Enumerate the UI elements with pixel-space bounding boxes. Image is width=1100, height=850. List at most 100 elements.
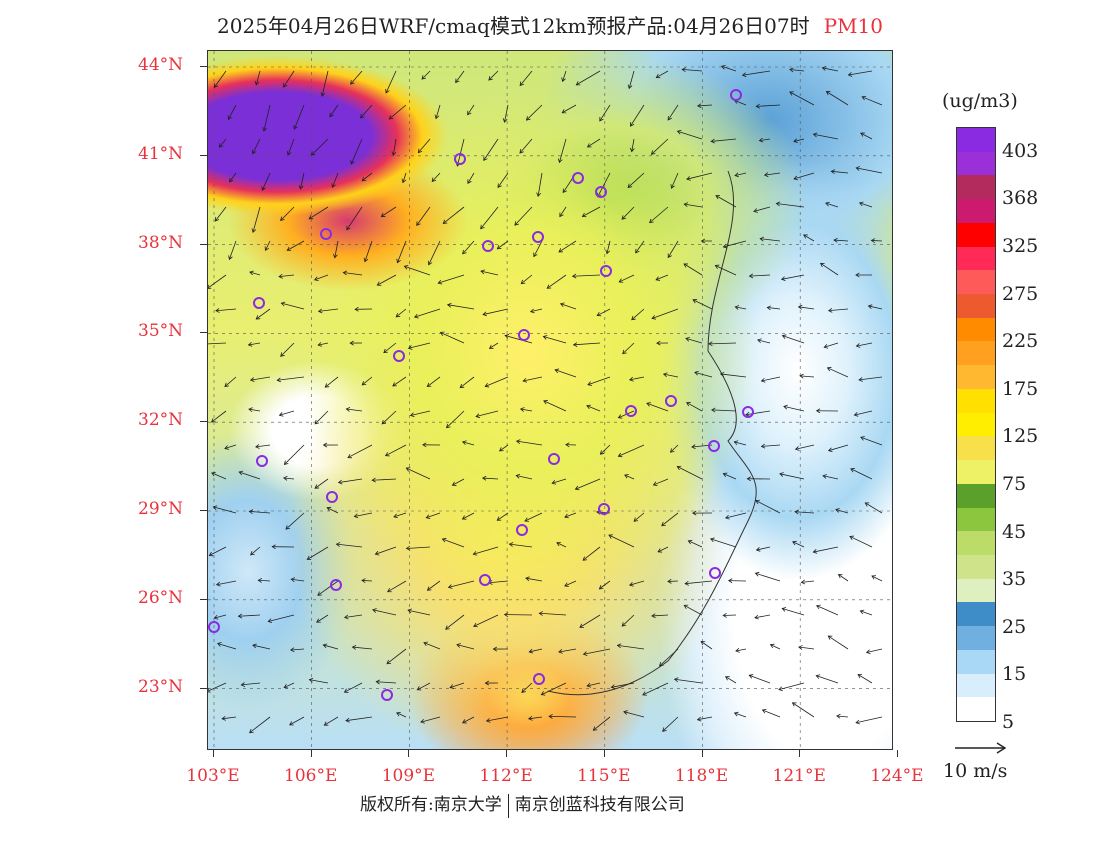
latitude-tick: [200, 66, 207, 67]
wind-vector: [823, 342, 839, 349]
wind-vector: [413, 308, 441, 319]
wind-vector: [396, 240, 407, 264]
wind-vector: [655, 274, 669, 281]
wind-vector: [799, 373, 815, 379]
wind-vector: [586, 404, 601, 412]
wind-vector: [719, 371, 747, 378]
latitude-label: 44°N: [138, 55, 184, 75]
colorbar-swatch: [957, 460, 995, 484]
wind-vector: [283, 444, 305, 465]
wind-vector: [727, 578, 747, 584]
wind-vector: [748, 674, 771, 684]
wind-vector: [480, 206, 499, 230]
wind-vector: [860, 436, 883, 446]
longitude-tick: [603, 750, 605, 757]
wind-vector: [285, 512, 305, 530]
wind-vector: [229, 172, 237, 183]
wind-vector: [213, 614, 227, 620]
latitude-tick: [200, 510, 207, 511]
wind-vector: [278, 273, 295, 279]
wind-vector: [798, 645, 815, 650]
colorbar-swatch: [957, 507, 995, 532]
wind-vector: [215, 580, 237, 587]
wind-vector: [492, 646, 509, 652]
wind-vector: [255, 308, 271, 320]
latitude-label: 23°N: [138, 676, 184, 697]
wind-vector: [667, 240, 679, 259]
wind-vector: [251, 206, 261, 233]
wind-vector: [741, 70, 771, 78]
wind-vector: [631, 308, 645, 321]
colorbar-label: 225: [1002, 330, 1039, 353]
wind-vector: [515, 439, 543, 446]
wind-vector: [249, 716, 271, 734]
wind-vector: [794, 509, 815, 515]
wind-vector: [711, 407, 737, 413]
colorbar-swatch: [957, 531, 995, 555]
wind-vector: [314, 410, 329, 425]
city-marker: [598, 503, 610, 515]
wind-vector: [371, 477, 397, 483]
wind-vector: [316, 614, 329, 623]
wind-vector: [598, 580, 611, 590]
coastline: [547, 170, 757, 696]
wind-vector: [579, 614, 601, 628]
wind-vector: [409, 410, 431, 418]
wind-vector: [793, 172, 815, 181]
colorbar-label: 368: [1002, 187, 1039, 210]
wind-vector: [426, 580, 441, 591]
wind-vector: [283, 70, 295, 88]
wind-vector: [835, 508, 849, 514]
wind-vector: [255, 444, 271, 449]
colorbar-swatch: [957, 341, 995, 366]
wind-vector: [559, 302, 577, 310]
wind-vector: [514, 206, 533, 226]
wind-vector: [416, 682, 431, 691]
wind-vector: [326, 506, 339, 514]
colorbar-swatch: [957, 649, 995, 674]
wind-vector: [210, 410, 227, 423]
wind-vector: [669, 444, 679, 453]
wind-vector: [214, 206, 227, 222]
wind-vector: [525, 104, 543, 121]
wind-vector: [629, 138, 635, 153]
wind-vector: [847, 70, 873, 77]
wind-vector: [618, 274, 635, 283]
wind-vector: [353, 512, 373, 519]
wind-vector: [385, 70, 397, 94]
wind-vector: [565, 442, 577, 448]
wind-vector: [551, 478, 567, 485]
wind-vector: [661, 512, 679, 527]
wind-vector: [621, 614, 635, 627]
city-marker: [381, 689, 393, 701]
wind-vector: [746, 476, 771, 482]
latitude-tick: [200, 332, 207, 334]
wind-vector: [335, 542, 363, 548]
wind-vector: [215, 308, 237, 313]
footer-divider: [507, 793, 509, 818]
wind-vector: [488, 342, 499, 349]
wind-vector: [447, 580, 475, 589]
wind-vector: [700, 641, 713, 650]
wind-vector: [627, 172, 645, 188]
wind-vector: [343, 614, 363, 620]
wind-vector: [267, 614, 295, 624]
wind-vector: [467, 104, 475, 116]
wind-vector: [561, 104, 577, 114]
wind-vector: [651, 308, 679, 320]
longitude-label: 118°E: [674, 766, 729, 786]
wind-vector: [350, 138, 363, 165]
wind-vector: [853, 410, 873, 417]
wind-vector: [461, 512, 475, 520]
latitude-tick: [200, 598, 207, 600]
wind-vector: [599, 444, 611, 455]
city-marker: [708, 440, 720, 452]
wind-vector: [384, 444, 407, 457]
wind-vector: [346, 206, 363, 231]
wind-vector: [783, 404, 805, 412]
wind-vector: [793, 138, 805, 144]
wind-vector: [623, 710, 645, 718]
wind-vector: [376, 274, 397, 286]
wind-vector: [734, 305, 747, 310]
wind-vector: [350, 70, 363, 85]
